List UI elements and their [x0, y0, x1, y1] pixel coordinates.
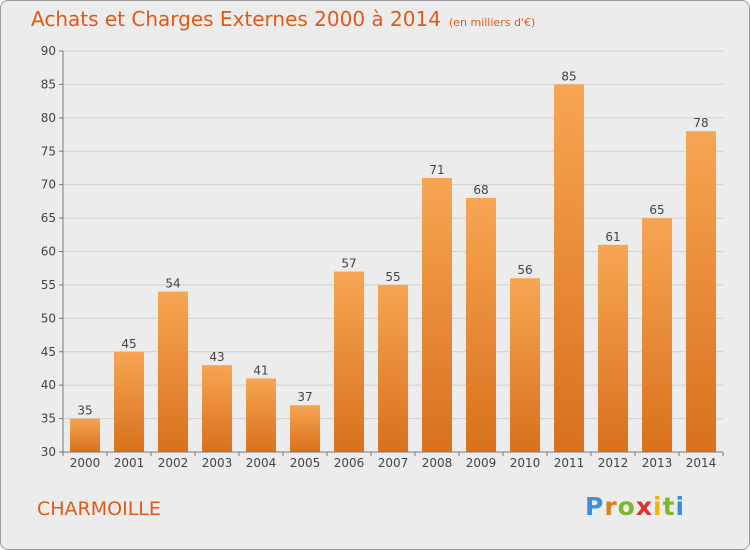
bar [686, 131, 716, 452]
y-axis: 30 35 40 45 50 55 60 65 70 75 80 85 90 [41, 44, 64, 459]
chart-title: Achats et Charges Externes 2000 à 2014 (e… [31, 7, 535, 31]
title-unit: (en milliers d'€) [448, 16, 536, 29]
x-tick-label: 2005 [290, 456, 321, 470]
logo-letter: x [635, 492, 653, 521]
bar [422, 177, 452, 452]
x-tick-label: 2003 [202, 456, 233, 470]
x-tick-label: 2002 [158, 456, 189, 470]
bar-value-label: 43 [209, 350, 224, 364]
bar-value-label: 85 [561, 69, 576, 83]
bar [114, 351, 144, 452]
x-tick-label: 2009 [466, 456, 497, 470]
x-tick-label: 2010 [510, 456, 541, 470]
bar-value-label: 68 [473, 183, 488, 197]
title-text: Achats et Charges Externes 2000 à 2014 [31, 7, 441, 31]
bar [378, 284, 408, 452]
y-tick-label: 60 [41, 245, 56, 259]
bars-group: 35 45 54 43 41 37 57 55 71 68 56 85 61 65 78 [70, 69, 716, 453]
bar [246, 378, 276, 452]
x-tick-label: 2011 [554, 456, 585, 470]
bar [202, 365, 232, 452]
logo-letter: P [585, 492, 605, 521]
y-tick-label: 40 [41, 378, 56, 392]
y-tick-label: 35 [41, 412, 56, 426]
bar [334, 271, 364, 452]
bar-value-label: 78 [693, 116, 708, 130]
y-tick-label: 70 [41, 178, 56, 192]
x-tick-label: 2013 [642, 456, 673, 470]
bar-value-label: 54 [165, 277, 180, 291]
bar-value-label: 41 [253, 363, 268, 377]
x-tick-label: 2006 [334, 456, 365, 470]
x-tick-label: 2000 [70, 456, 101, 470]
bar-value-label: 65 [649, 203, 664, 217]
proxiti-logo: Proxiti [585, 492, 685, 521]
bar-value-label: 45 [121, 337, 136, 351]
y-tick-label: 45 [41, 345, 56, 359]
bar-value-label: 35 [77, 404, 92, 418]
y-tick-label: 30 [41, 445, 56, 459]
bar-value-label: 56 [517, 263, 532, 277]
y-tick-label: 90 [41, 44, 56, 58]
bar [70, 418, 100, 452]
logo-letter: t [662, 492, 676, 521]
bar-value-label: 55 [385, 270, 400, 284]
bar [290, 405, 320, 452]
bar-value-label: 61 [605, 230, 620, 244]
bar [466, 198, 496, 452]
logo-letter: i [675, 492, 686, 521]
bar [598, 244, 628, 452]
x-tick-label: 2012 [598, 456, 629, 470]
bar [554, 84, 584, 453]
commune-name: CHARMOILLE [37, 498, 161, 520]
x-tick-label: 2014 [686, 456, 717, 470]
y-tick-label: 80 [41, 111, 56, 125]
bar-value-label: 37 [297, 390, 312, 404]
logo-letter: r [604, 492, 618, 521]
bar [510, 278, 540, 452]
x-tick-label: 2004 [246, 456, 277, 470]
bar-value-label: 57 [341, 257, 356, 271]
y-tick-label: 65 [41, 211, 56, 225]
y-tick-label: 50 [41, 311, 56, 325]
bar [642, 218, 672, 452]
logo-letter: o [617, 492, 636, 521]
x-tick-label: 2008 [422, 456, 453, 470]
y-tick-label: 85 [41, 77, 56, 91]
y-tick-label: 55 [41, 278, 56, 292]
bar [158, 291, 188, 452]
x-tick-label: 2001 [114, 456, 145, 470]
x-tick-label: 2007 [378, 456, 409, 470]
x-axis: 2000 2001 2002 2003 2004 2005 2006 2007 2008 2009… [62, 451, 724, 470]
logo-letter: i [653, 492, 663, 521]
bar-value-label: 71 [429, 163, 444, 177]
y-tick-label: 75 [41, 144, 56, 158]
